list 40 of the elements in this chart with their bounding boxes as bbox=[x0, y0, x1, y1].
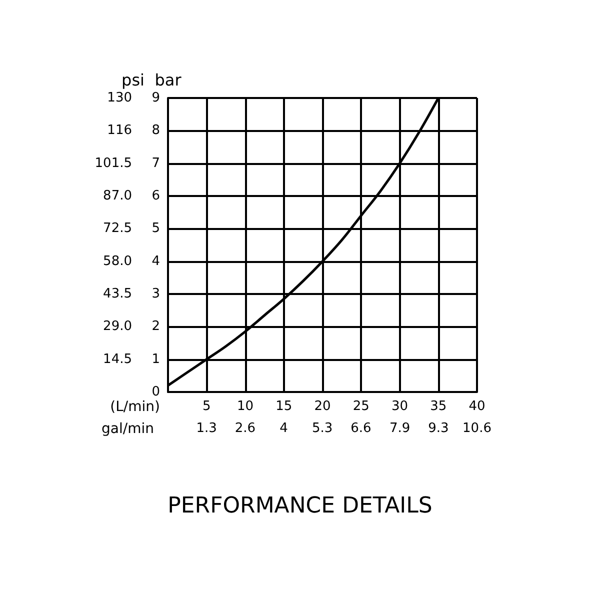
x-tick-label: 35 bbox=[430, 399, 447, 414]
y2-tick-label: 29.0 bbox=[103, 319, 132, 334]
y-tick-label: 9 bbox=[152, 90, 160, 106]
x2-tick-label: 2.6 bbox=[234, 421, 256, 436]
y-tick-label: 3 bbox=[152, 286, 160, 302]
y2-tick-label: 87.0 bbox=[103, 188, 132, 204]
y-tick-label: 2 bbox=[152, 319, 160, 334]
y-tick-label: 1 bbox=[152, 352, 160, 367]
y-axis-title: bar bbox=[154, 70, 182, 90]
y2-axis-title: psi bbox=[122, 70, 144, 90]
y2-tick-label: 58.0 bbox=[103, 254, 132, 269]
text: PERFORMANCE DETAILS bbox=[168, 494, 432, 518]
y-tick-label: 6 bbox=[152, 188, 160, 204]
x2-tick-label: 4 bbox=[280, 421, 288, 436]
x2-axis-title: gal/min bbox=[102, 421, 154, 437]
y2-tick-label: 130 bbox=[107, 90, 132, 106]
x2-tick-label: 9.3 bbox=[428, 421, 449, 436]
x2-tick-label: 5.3 bbox=[312, 421, 333, 436]
y-tick-label: 7 bbox=[152, 156, 160, 171]
y2-tick-label: 101.5 bbox=[94, 156, 132, 171]
x-tick-label: 10 bbox=[236, 399, 254, 414]
x-tick-label: 20 bbox=[314, 399, 331, 414]
x2-tick-label: 6.6 bbox=[350, 421, 372, 436]
x-tick-label: 40 bbox=[468, 399, 486, 414]
y2-tick-label: 116 bbox=[107, 123, 132, 138]
x-tick-label: 15 bbox=[276, 399, 292, 414]
x-tick-label: 25 bbox=[352, 399, 370, 414]
x-tick-label: 30 bbox=[391, 399, 408, 414]
y-tick-label: 5 bbox=[152, 221, 160, 236]
x2-tick-label: 1.3 bbox=[196, 421, 217, 436]
y-tick-label: 4 bbox=[152, 254, 160, 269]
x2-tick-label: 10.6 bbox=[462, 421, 492, 436]
x-axis-title: (L/min) bbox=[110, 399, 160, 415]
y-tick-label: 0 bbox=[152, 384, 160, 400]
y-tick-label: 8 bbox=[152, 123, 160, 138]
y2-tick-label: 14.5 bbox=[103, 352, 132, 367]
x-tick-label: 5 bbox=[202, 399, 211, 414]
y2-tick-label: 72.5 bbox=[103, 221, 132, 236]
y2-tick-label: 43.5 bbox=[103, 286, 132, 302]
x2-tick-label: 7.9 bbox=[389, 421, 410, 436]
